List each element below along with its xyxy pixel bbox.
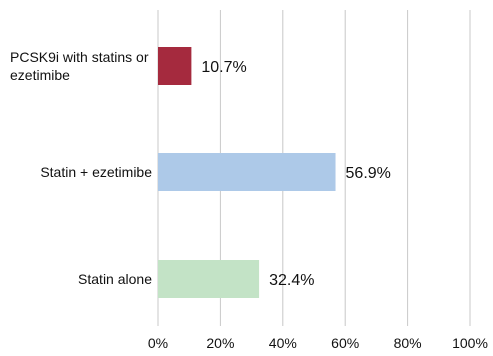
bar-0 [158,47,192,85]
category-label: Statin + ezetimibe [40,163,152,181]
data-label: 32.4% [269,272,314,289]
bar-1 [158,153,336,191]
data-label: 10.7% [201,59,246,76]
data-label: 56.9% [346,165,391,182]
category-label-line: ezetimibe [10,67,70,83]
bar-2 [158,260,260,298]
x-tick-label: 100% [452,335,488,351]
category-label-line: Statin + ezetimibe [40,164,152,180]
x-tick-label: 80% [394,335,422,351]
x-tick-label: 40% [269,335,297,351]
category-label-line: PCSK9i with statins or [10,49,149,65]
category-label-line: Statin alone [78,271,152,287]
category-label: Statin alone [78,270,152,288]
category-label: PCSK9i with statins or ezetimibe [10,48,149,84]
x-tick-label: 20% [206,335,234,351]
x-tick-label: 60% [331,335,359,351]
x-tick-label: 0% [148,335,168,351]
